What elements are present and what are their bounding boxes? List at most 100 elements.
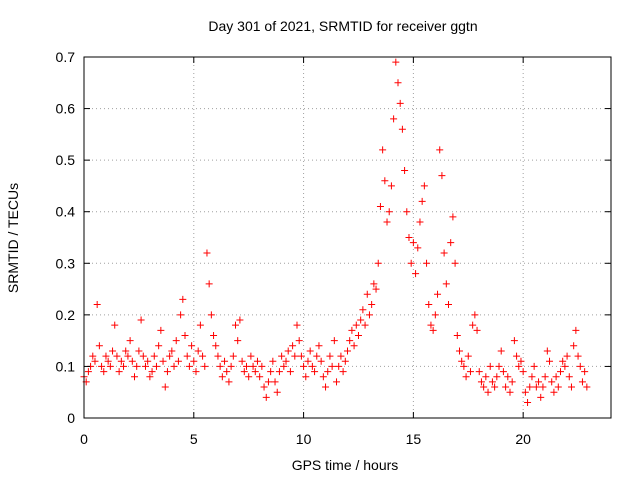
- data-point: [537, 393, 545, 401]
- data-point: [106, 362, 114, 370]
- data-point: [249, 362, 257, 370]
- data-point: [260, 383, 268, 391]
- data-point: [337, 352, 345, 360]
- data-point: [240, 368, 248, 376]
- data-point: [442, 280, 450, 288]
- data-point: [256, 373, 264, 381]
- data-point: [471, 311, 479, 319]
- data-point: [104, 357, 112, 365]
- data-point: [484, 388, 492, 396]
- data-point: [368, 301, 376, 309]
- data-point: [163, 368, 171, 376]
- y-tick-label: 0.3: [56, 255, 76, 271]
- data-point: [528, 373, 536, 381]
- data-point: [139, 352, 147, 360]
- data-point: [576, 362, 584, 370]
- data-point: [416, 218, 424, 226]
- data-point: [124, 352, 132, 360]
- data-point: [304, 357, 312, 365]
- data-point: [423, 259, 431, 267]
- y-tick-label: 0.2: [56, 307, 76, 323]
- data-point: [174, 357, 182, 365]
- data-point: [205, 280, 213, 288]
- data-point: [212, 342, 220, 350]
- data-point: [581, 368, 589, 376]
- data-point: [466, 368, 474, 376]
- data-point: [559, 357, 567, 365]
- data-point: [223, 368, 231, 376]
- data-point: [221, 357, 229, 365]
- data-point: [322, 383, 330, 391]
- data-point: [462, 373, 470, 381]
- data-point: [546, 357, 554, 365]
- data-point: [157, 326, 165, 334]
- data-point: [352, 321, 360, 329]
- x-tick-label: 0: [80, 431, 88, 447]
- data-point: [269, 357, 277, 365]
- data-point: [245, 373, 253, 381]
- data-point: [172, 337, 180, 345]
- data-point: [271, 378, 279, 386]
- y-tick-label: 0.7: [56, 49, 76, 65]
- data-point: [517, 357, 525, 365]
- data-point: [196, 321, 204, 329]
- data-point: [480, 383, 488, 391]
- data-point: [412, 270, 420, 278]
- data-point: [392, 58, 400, 66]
- data-point: [532, 383, 540, 391]
- data-point: [499, 368, 507, 376]
- data-point: [120, 362, 128, 370]
- data-point: [302, 373, 310, 381]
- data-point: [177, 311, 185, 319]
- data-point: [508, 378, 516, 386]
- data-point: [526, 383, 534, 391]
- data-point: [455, 347, 463, 355]
- data-point: [429, 326, 437, 334]
- y-tick-label: 0.1: [56, 358, 76, 374]
- data-point: [280, 362, 288, 370]
- data-point: [495, 362, 503, 370]
- data-point: [438, 172, 446, 180]
- data-point: [572, 326, 580, 334]
- data-point: [201, 362, 209, 370]
- data-point: [379, 146, 387, 154]
- data-point: [363, 290, 371, 298]
- data-point: [445, 301, 453, 309]
- x-tick-label: 5: [190, 431, 198, 447]
- data-point: [502, 383, 510, 391]
- data-point: [497, 347, 505, 355]
- data-point: [227, 362, 235, 370]
- data-point: [306, 347, 314, 355]
- data-point: [556, 368, 564, 376]
- data-point: [398, 125, 406, 133]
- data-point: [383, 218, 391, 226]
- data-point: [317, 357, 325, 365]
- data-point: [365, 311, 373, 319]
- x-tick-label: 10: [296, 431, 312, 447]
- data-point: [155, 342, 163, 350]
- data-point: [506, 388, 514, 396]
- data-point: [493, 373, 501, 381]
- data-point: [190, 357, 198, 365]
- data-point: [578, 378, 586, 386]
- data-point: [262, 393, 270, 401]
- data-point: [216, 362, 224, 370]
- ticks-layer: 0 0.1 0.2 0.3 0.4 0.5 0.6 0.7 0 5 10 15 20: [56, 49, 611, 447]
- data-point: [117, 357, 125, 365]
- data-point: [440, 249, 448, 257]
- data-point: [420, 182, 428, 190]
- data-point: [113, 352, 121, 360]
- data-point: [409, 239, 417, 247]
- data-point: [168, 347, 176, 355]
- data-point: [350, 342, 358, 350]
- data-point: [328, 362, 336, 370]
- data-point: [273, 388, 281, 396]
- data-point: [152, 362, 160, 370]
- data-point: [361, 321, 369, 329]
- data-point: [192, 368, 200, 376]
- data-point: [552, 373, 560, 381]
- data-point: [203, 249, 211, 257]
- data-point: [159, 357, 167, 365]
- data-point: [289, 342, 297, 350]
